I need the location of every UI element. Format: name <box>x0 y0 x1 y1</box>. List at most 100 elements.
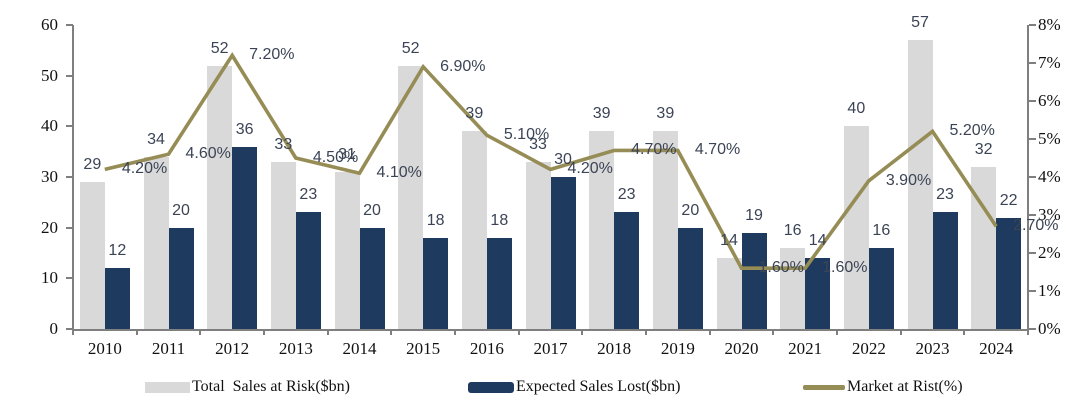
legend-label-expected-lost: Expected Sales Lost($bn) <box>516 378 681 395</box>
label-market-risk-2013: 4.50% <box>312 149 359 166</box>
y-axis-left-tick <box>66 74 73 77</box>
x-axis-tick <box>645 329 647 335</box>
bar-expected-lost-2013 <box>295 212 321 329</box>
x-axis-label-2023: 2023 <box>915 339 950 358</box>
label-total-sales-2015: 52 <box>401 39 420 57</box>
y-axis-left-tick <box>66 24 73 26</box>
label-market-risk-2012: 7.20% <box>249 46 295 64</box>
label-total-sales-2021: 16 <box>783 221 802 239</box>
bar-total-sales-2012 <box>207 65 233 329</box>
label-expected-lost-2013: 23 <box>299 186 318 204</box>
x-axis-label-2021: 2021 <box>788 339 823 358</box>
bar-total-sales-2023 <box>907 40 933 329</box>
x-axis-tick <box>772 329 775 335</box>
y-axis-left-label: 30 <box>41 167 58 186</box>
legend-swatch-expected-lost <box>468 381 514 393</box>
legend-swatch-market-risk <box>803 384 845 390</box>
label-expected-lost-2023: 23 <box>936 186 954 204</box>
y-axis-right-tick <box>1029 138 1036 140</box>
bar-total-sales-2011 <box>143 156 169 329</box>
x-axis-tick <box>899 329 902 335</box>
bar-total-sales-2010 <box>79 182 105 329</box>
bar-expected-lost-2018 <box>614 212 640 329</box>
bar-total-sales-2017 <box>525 161 551 329</box>
label-market-risk-2011: 4.60% <box>185 145 231 163</box>
x-axis-tick <box>199 329 202 335</box>
y-axis-right-tick <box>1029 176 1036 178</box>
x-axis-tick <box>326 329 329 335</box>
y-axis-right-tick <box>1029 214 1036 216</box>
y-axis-left-line <box>72 25 74 331</box>
label-market-risk-2020: 1.60% <box>758 259 804 277</box>
legend-item-total-sales: Total Sales at Risk($bn) <box>145 374 350 400</box>
label-total-sales-2020: 14 <box>720 232 738 250</box>
market-risk-line <box>104 52 998 271</box>
y-axis-left-tick <box>66 277 73 280</box>
x-axis-tick <box>390 329 393 335</box>
label-market-risk-2016: 5.10% <box>503 126 550 144</box>
label-total-sales-2016: 39 <box>465 105 484 123</box>
legend-item-expected-lost: Expected Sales Lost($bn) <box>468 374 680 400</box>
label-expected-lost-2024: 22 <box>999 191 1018 209</box>
bar-total-sales-2015 <box>398 65 424 329</box>
x-axis-label-2014: 2014 <box>342 339 377 358</box>
label-total-sales-2018: 39 <box>592 105 611 123</box>
bar-expected-lost-2020 <box>741 232 767 329</box>
label-total-sales-2014: 31 <box>338 145 356 163</box>
label-total-sales-2010: 29 <box>83 156 102 174</box>
label-total-sales-2019: 39 <box>656 105 675 123</box>
x-axis-label-2011: 2011 <box>151 339 186 358</box>
y-axis-right-tick <box>1029 100 1036 102</box>
bar-total-sales-2021 <box>780 247 806 329</box>
bar-total-sales-2019 <box>652 131 678 329</box>
y-axis-right-label: 6% <box>1038 91 1061 110</box>
x-axis-line <box>72 329 1029 331</box>
label-total-sales-2022: 40 <box>847 100 866 118</box>
bar-total-sales-2014 <box>334 171 360 329</box>
x-axis-label-2016: 2016 <box>469 339 504 358</box>
x-axis-tick <box>1027 329 1029 335</box>
y-axis-left-tick <box>66 176 73 178</box>
y-axis-left-label: 10 <box>41 268 58 288</box>
x-axis-label-2024: 2024 <box>979 339 1014 358</box>
y-axis-left-tick <box>66 125 73 128</box>
label-total-sales-2013: 33 <box>274 135 293 153</box>
label-market-risk-2021: 1.60% <box>822 259 868 277</box>
y-axis-right-tick <box>1029 62 1036 64</box>
label-expected-lost-2020: 19 <box>745 206 763 224</box>
y-axis-right-tick <box>1029 252 1036 254</box>
y-axis-right-label: 3% <box>1038 205 1061 224</box>
y-axis-right-label: 5% <box>1038 129 1061 148</box>
label-market-risk-2023: 5.20% <box>949 122 995 140</box>
bar-expected-lost-2022 <box>868 247 894 329</box>
label-total-sales-2011: 34 <box>147 130 165 148</box>
label-expected-lost-2021: 14 <box>808 232 827 250</box>
x-axis-label-2020: 2020 <box>724 339 759 358</box>
x-axis-label-2012: 2012 <box>215 339 250 358</box>
label-market-risk-2019: 4.70% <box>694 141 741 159</box>
y-axis-right-tick <box>1029 328 1036 330</box>
label-market-risk-2018: 4.70% <box>631 141 677 159</box>
x-axis-tick <box>72 329 74 335</box>
bar-expected-lost-2012 <box>232 146 258 329</box>
bar-total-sales-2013 <box>270 161 296 329</box>
y-axis-right-label: 2% <box>1038 243 1061 262</box>
bar-expected-lost-2024 <box>996 217 1022 329</box>
bar-expected-lost-2017 <box>550 177 576 329</box>
bar-expected-lost-2014 <box>359 227 385 329</box>
bar-expected-lost-2021 <box>805 258 831 329</box>
legend: Total Sales at Risk($bn) Expected Sales … <box>0 374 1080 404</box>
label-expected-lost-2019: 20 <box>681 201 700 219</box>
bar-total-sales-2018 <box>589 131 615 329</box>
label-expected-lost-2011: 20 <box>172 201 190 219</box>
x-axis-tick <box>517 329 520 335</box>
y-axis-left-label: 40 <box>41 116 58 136</box>
label-expected-lost-2018: 23 <box>617 186 636 204</box>
y-axis-right-label: 1% <box>1038 281 1061 300</box>
y-axis-left-label: 20 <box>41 217 58 237</box>
bar-expected-lost-2015 <box>423 237 449 329</box>
x-axis-label-2015: 2015 <box>406 339 441 358</box>
y-axis-left-label: 60 <box>41 15 58 34</box>
x-axis-label-2022: 2022 <box>851 339 886 358</box>
